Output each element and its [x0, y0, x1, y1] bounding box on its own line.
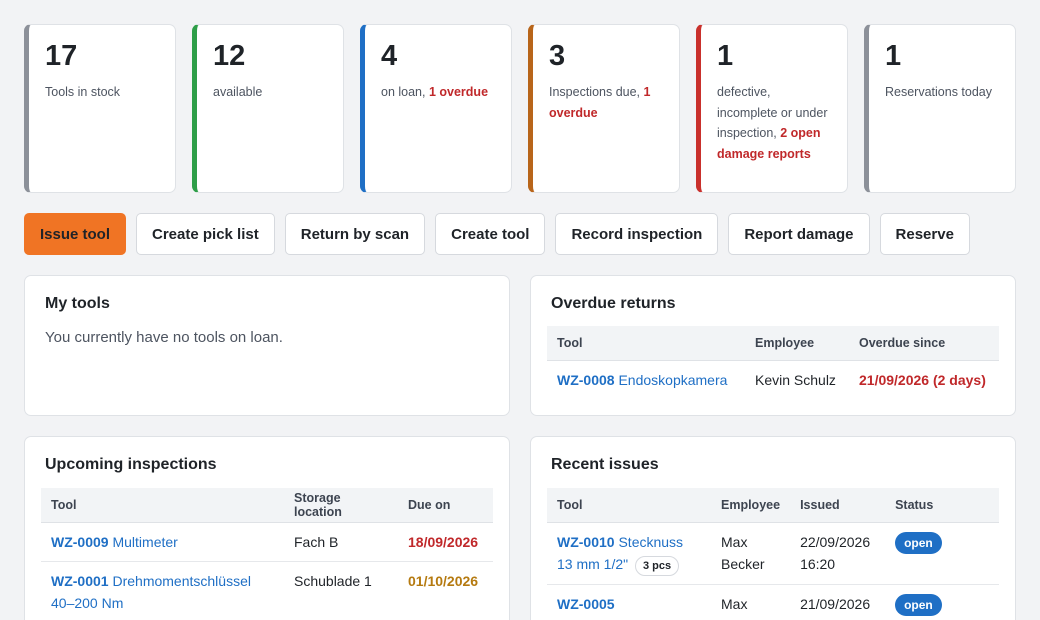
storage-location-cell: Fach B: [284, 522, 398, 562]
kpi-value: 12: [213, 40, 246, 72]
table-header: Tool Employee Issued Status: [547, 488, 999, 523]
kpi-inspections-due[interactable]: 3 Inspections due, 1 overdue: [528, 24, 680, 193]
card-title: My tools: [45, 295, 110, 312]
kpi-value: 1: [885, 40, 902, 72]
report-damage-button[interactable]: Report damage: [728, 213, 870, 255]
status-badge: open: [895, 531, 942, 554]
return-by-scan-button[interactable]: Return by scan: [284, 213, 426, 255]
quick-actions: Issue tool Create pick list Return by sc…: [24, 213, 970, 255]
quantity-badge: 3 pcs: [635, 555, 680, 576]
table-row: WZ-0009 Multimeter Fach B 18/09/2026: [41, 522, 493, 562]
kpi-on-loan[interactable]: 4 on loan, 1 overdue: [360, 24, 512, 193]
employee-cell: Kevin Schulz: [755, 371, 836, 388]
kpi-label: on loan, 1 overdue: [381, 85, 489, 99]
my-tools-card: My tools You currently have no tools on …: [24, 275, 510, 416]
table-header: Tool Storage location Due on: [41, 488, 493, 523]
kpi-defective[interactable]: 1 defective, incomplete or under inspect…: [696, 24, 848, 193]
tool-link[interactable]: WZ-0001 Drehmomentschlüssel 40–200 Nm: [51, 572, 251, 611]
upcoming-inspections-card: Upcoming inspections Tool Storage locati…: [24, 436, 510, 620]
kpi-alert: 1 overdue: [549, 85, 651, 120]
upcoming-inspections-table: Tool Storage location Due on WZ-0009 Mul…: [41, 488, 493, 620]
due-on-cell: 01/10/2026: [398, 561, 493, 620]
due-on-cell: 18/09/2026: [398, 522, 493, 562]
card-title: Overdue returns: [551, 295, 676, 312]
kpi-label: defective, incomplete or under inspectio…: [717, 85, 828, 161]
issued-cell: 22/09/2026 16:20: [790, 522, 886, 585]
create-tool-button[interactable]: Create tool: [435, 213, 546, 255]
card-title: Upcoming inspections: [45, 456, 217, 473]
column-header-employee: Employee: [745, 326, 849, 361]
kpi-label: Tools in stock: [45, 85, 121, 99]
kpi-value: 1: [717, 40, 734, 72]
column-header-issued: Issued: [790, 488, 886, 523]
overdue-returns-table: Tool Employee Overdue since WZ-0008 Endo…: [547, 326, 999, 399]
column-header-overdue-since: Overdue since: [849, 326, 999, 361]
kpi-alert: 2 open damage reports: [717, 126, 821, 161]
issued-cell: 21/09/2026: [790, 584, 886, 620]
kpi-alert: 1 overdue: [428, 85, 489, 99]
tool-link[interactable]: WZ-0008 Endoskopkamera: [557, 371, 728, 388]
kpi-value: 4: [381, 40, 398, 72]
column-header-tool: Tool: [547, 488, 711, 523]
recent-issues-card: Recent issues Tool Employee Issued Statu…: [530, 436, 1016, 620]
kpi-label: available: [213, 85, 263, 99]
kpi-value: 3: [549, 40, 566, 72]
storage-location-cell: Schublade 1: [284, 561, 398, 620]
column-header-employee: Employee: [711, 488, 791, 523]
tool-link[interactable]: WZ-0009 Multimeter: [51, 533, 178, 550]
tool-link[interactable]: WZ-0005: [557, 595, 615, 612]
card-title: Recent issues: [551, 456, 659, 473]
table-row: WZ-0010 Stecknuss 13 mm 1/2" 3 pcs Max B…: [547, 522, 999, 585]
create-pick-list-button[interactable]: Create pick list: [136, 213, 275, 255]
issue-tool-button[interactable]: Issue tool: [24, 213, 127, 255]
column-header-tool: Tool: [547, 326, 745, 361]
kpi-label: Reservations today: [885, 85, 993, 99]
table-row: WZ-0001 Drehmomentschlüssel 40–200 Nm Sc…: [41, 561, 493, 620]
table-header: Tool Employee Overdue since: [547, 326, 999, 361]
kpi-reservations-today[interactable]: 1 Reservations today: [864, 24, 1016, 193]
overdue-returns-card: Overdue returns Tool Employee Overdue si…: [530, 275, 1016, 416]
column-header-tool: Tool: [41, 488, 284, 523]
reserve-button[interactable]: Reserve: [879, 213, 970, 255]
column-header-due-on: Due on: [398, 488, 493, 523]
overdue-since-cell: 21/09/2026 (2 days): [859, 371, 986, 388]
kpi-row: 17 Tools in stock 12 available 4 on loan…: [24, 24, 1016, 193]
kpi-tools-in-stock[interactable]: 17 Tools in stock: [24, 24, 176, 193]
employee-cell: Max: [711, 584, 791, 620]
kpi-value: 17: [45, 40, 78, 72]
table-row: WZ-0005 Max 21/09/2026 open: [547, 584, 999, 620]
tool-link[interactable]: WZ-0010 Stecknuss 13 mm 1/2": [557, 533, 684, 572]
empty-state-text: You currently have no tools on loan.: [45, 329, 283, 346]
kpi-label: Inspections due, 1 overdue: [549, 85, 651, 120]
column-header-storage-location: Storage location: [284, 488, 398, 523]
recent-issues-table: Tool Employee Issued Status WZ-0010 Stec…: [547, 488, 999, 620]
employee-cell: Max Becker: [711, 522, 791, 585]
record-inspection-button[interactable]: Record inspection: [555, 213, 719, 255]
table-row: WZ-0008 Endoskopkamera Kevin Schulz 21/0…: [547, 360, 999, 399]
status-badge: open: [895, 593, 942, 616]
kpi-available[interactable]: 12 available: [192, 24, 344, 193]
column-header-status: Status: [885, 488, 999, 523]
